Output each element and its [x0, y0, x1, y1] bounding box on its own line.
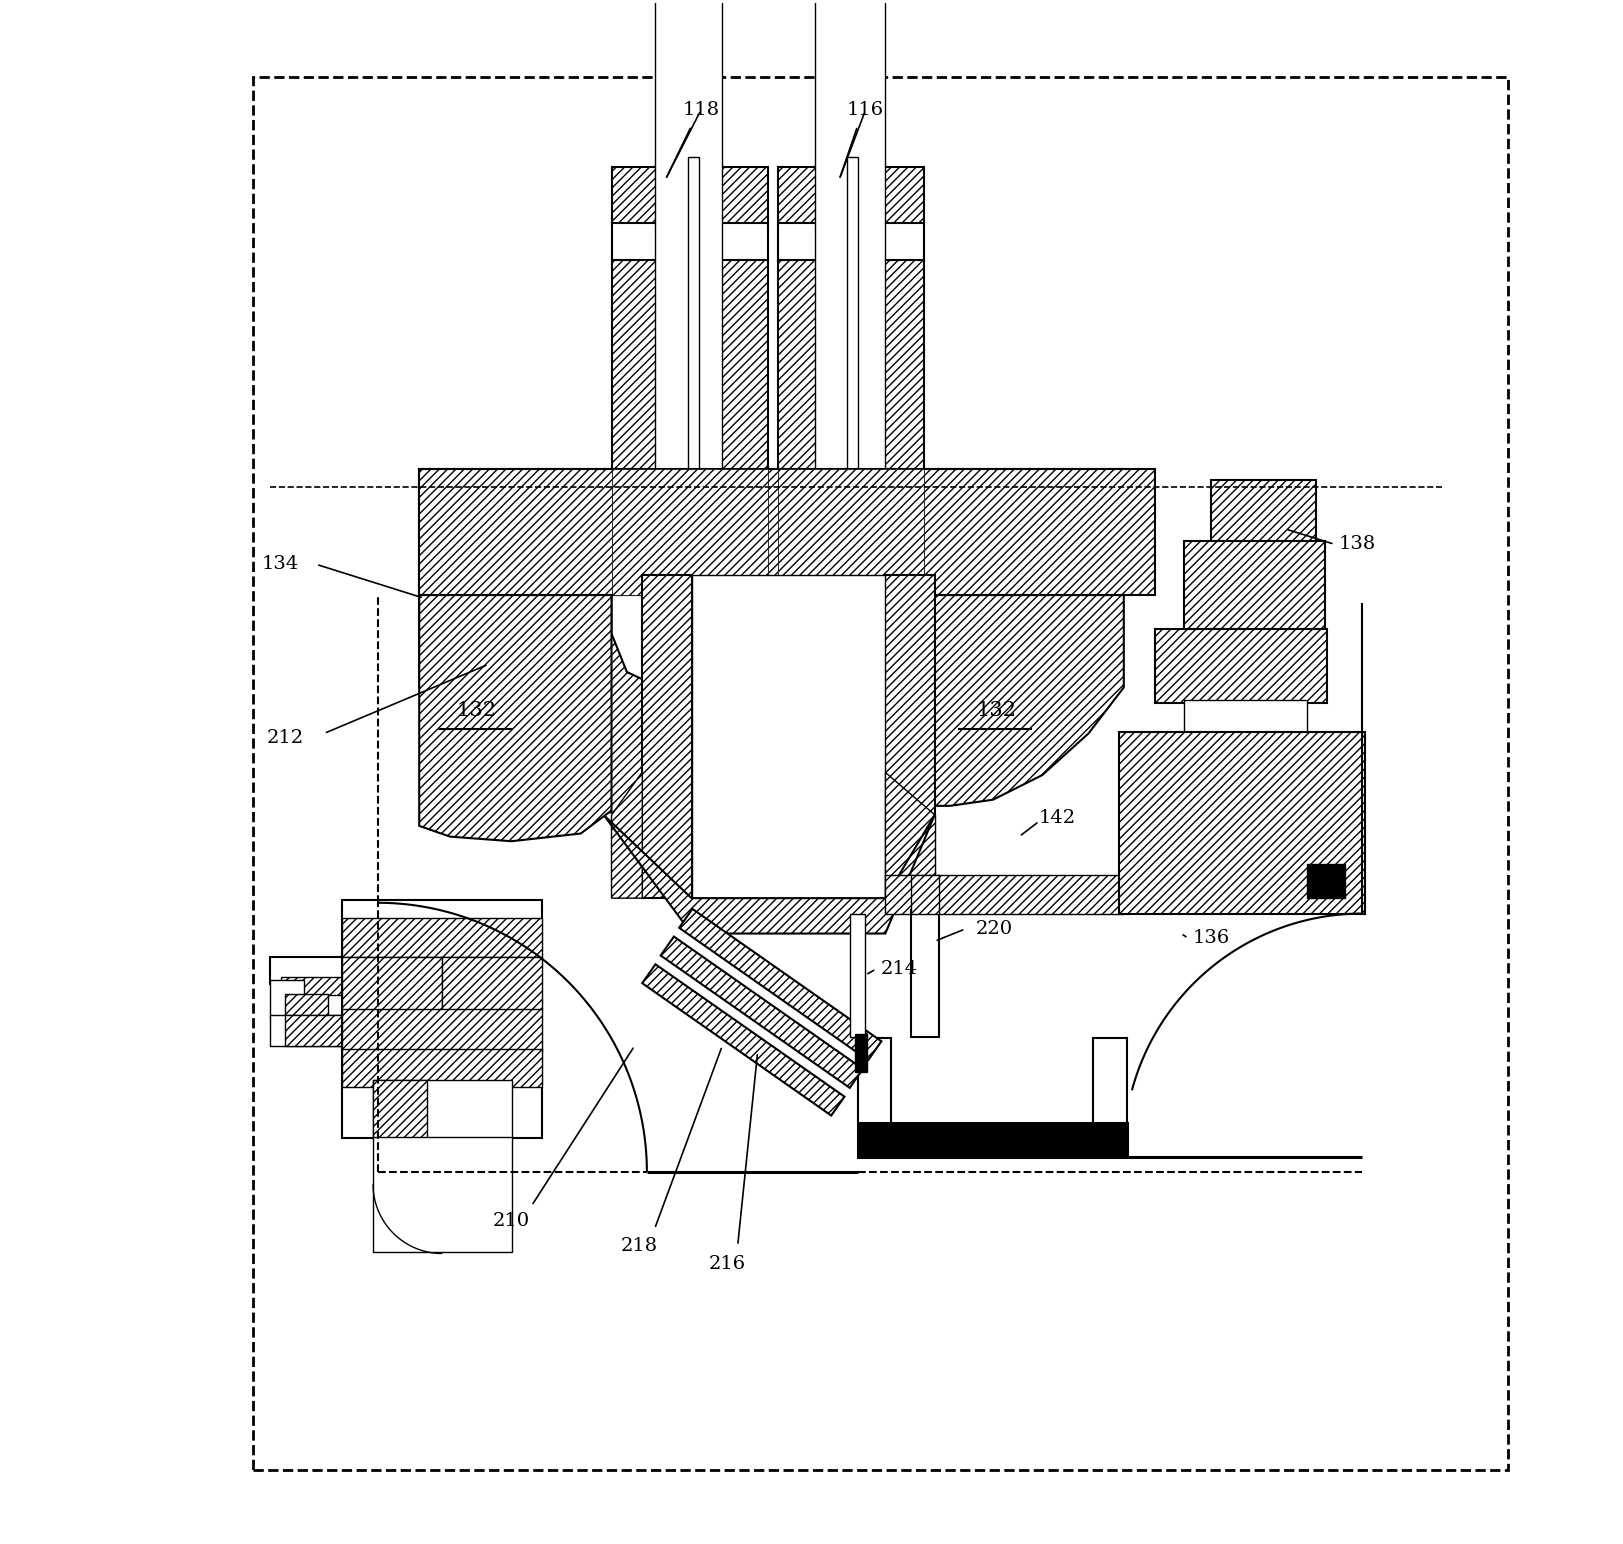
Bar: [373, 1079, 427, 1138]
Text: 220: 220: [975, 920, 1013, 937]
Bar: [777, 222, 923, 261]
Bar: [342, 919, 542, 957]
Bar: [912, 911, 940, 1036]
Bar: [612, 167, 768, 225]
Bar: [612, 469, 768, 594]
Bar: [342, 1008, 542, 1051]
Polygon shape: [678, 909, 881, 1061]
Bar: [286, 993, 328, 1021]
Polygon shape: [419, 594, 612, 841]
FancyBboxPatch shape: [253, 77, 1508, 1470]
Bar: [927, 883, 1123, 911]
Text: 134: 134: [261, 556, 299, 573]
Bar: [286, 1014, 370, 1045]
Bar: [850, 914, 865, 1036]
Bar: [777, 469, 923, 594]
Text: 116: 116: [847, 102, 885, 119]
Bar: [885, 875, 1123, 914]
Bar: [269, 957, 375, 985]
Bar: [912, 875, 940, 914]
Bar: [923, 469, 1123, 594]
Bar: [654, 0, 722, 594]
Bar: [1211, 480, 1316, 545]
Text: 138: 138: [1339, 536, 1376, 553]
Bar: [612, 259, 768, 594]
Bar: [815, 0, 885, 594]
Text: 218: 218: [620, 1237, 657, 1255]
Polygon shape: [885, 772, 935, 899]
Bar: [777, 259, 923, 594]
Text: 132: 132: [456, 701, 497, 720]
Polygon shape: [612, 772, 643, 899]
Bar: [419, 469, 620, 594]
Bar: [1307, 865, 1345, 899]
Text: 132: 132: [975, 701, 1016, 720]
Polygon shape: [643, 965, 844, 1116]
Bar: [342, 1048, 542, 1087]
Bar: [612, 469, 768, 594]
Bar: [643, 574, 691, 899]
Bar: [1154, 628, 1328, 703]
Bar: [1092, 1038, 1126, 1122]
Polygon shape: [419, 594, 649, 815]
Polygon shape: [661, 937, 863, 1089]
Bar: [342, 900, 542, 1138]
Bar: [847, 156, 857, 865]
Text: 216: 216: [708, 1255, 745, 1274]
Bar: [612, 222, 768, 261]
Bar: [419, 469, 1154, 594]
Bar: [885, 574, 935, 899]
Bar: [777, 167, 923, 225]
Bar: [443, 957, 542, 1010]
Bar: [281, 977, 373, 994]
Text: 142: 142: [1039, 809, 1076, 828]
Polygon shape: [604, 815, 935, 934]
Bar: [857, 1038, 891, 1122]
Bar: [855, 1033, 867, 1072]
Bar: [373, 1079, 511, 1138]
Bar: [269, 980, 304, 1017]
Bar: [1120, 732, 1365, 914]
Text: 210: 210: [493, 1212, 531, 1231]
Bar: [1183, 699, 1307, 736]
Bar: [768, 469, 777, 594]
Bar: [777, 469, 923, 594]
Text: 214: 214: [881, 960, 919, 977]
Text: 212: 212: [266, 729, 304, 747]
Bar: [342, 957, 443, 1010]
Bar: [269, 1014, 375, 1045]
Bar: [927, 883, 958, 911]
Bar: [688, 156, 700, 865]
Bar: [857, 1122, 1126, 1156]
Bar: [373, 1136, 511, 1252]
Text: 136: 136: [1193, 929, 1230, 946]
Polygon shape: [923, 594, 1123, 806]
Text: 118: 118: [682, 102, 719, 119]
Bar: [691, 574, 885, 899]
Bar: [1183, 542, 1326, 630]
